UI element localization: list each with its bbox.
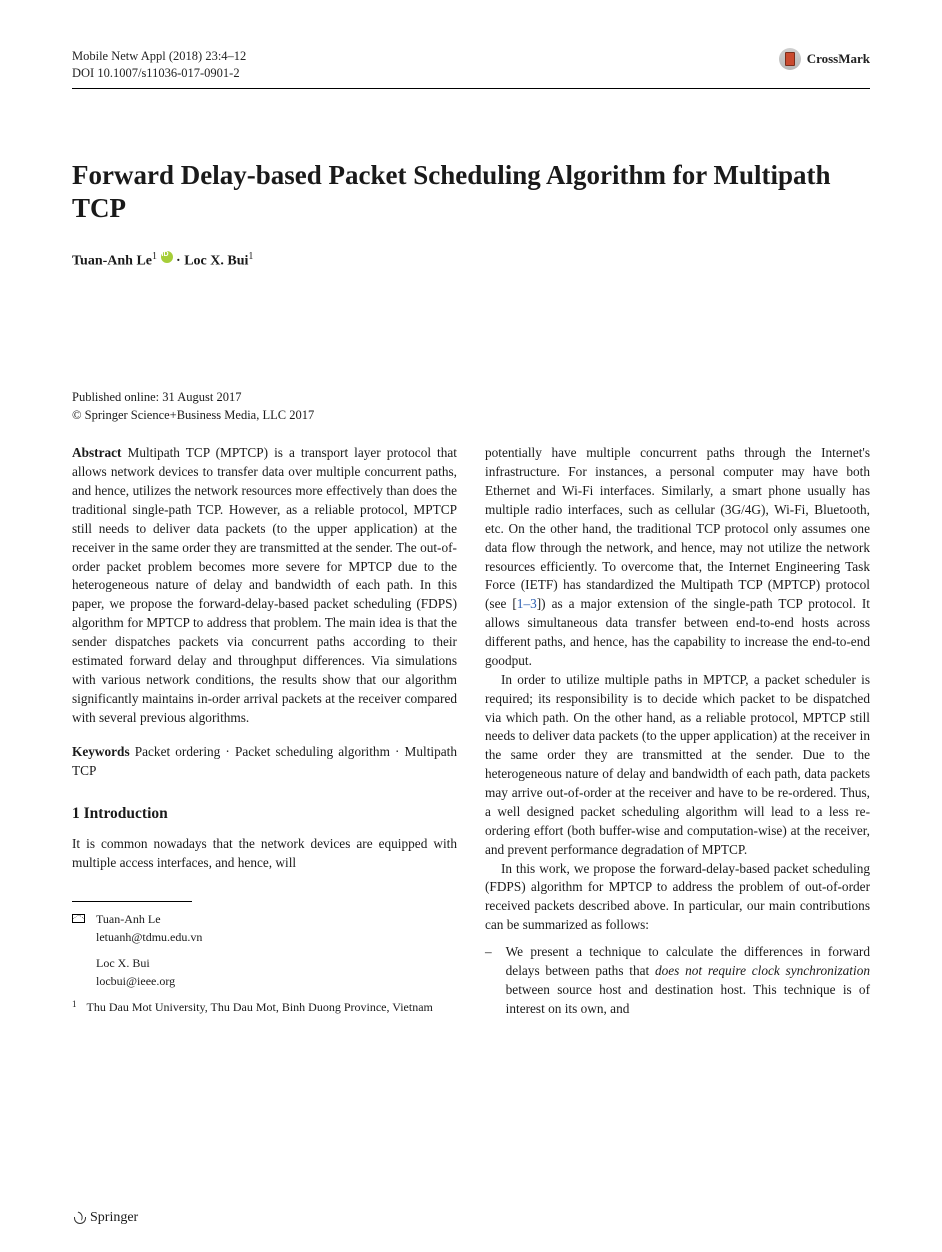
authors-line: Tuan-Anh Le1 · Loc X. Bui1: [72, 251, 870, 270]
crossmark-label: CrossMark: [807, 51, 870, 67]
contribution-bullet-1: – We present a technique to calculate th…: [485, 943, 870, 1019]
publisher-name: Springer: [90, 1210, 138, 1226]
orcid-icon[interactable]: [161, 251, 173, 263]
paper-title: Forward Delay-based Packet Scheduling Al…: [72, 159, 870, 225]
correspondence-block: Tuan-Anh Le letuanh@tdmu.edu.vn Loc X. B…: [72, 901, 457, 1016]
copyright: © Springer Science+Business Media, LLC 2…: [72, 407, 870, 425]
intro-p1-b: ]) as a major extension of the single-pa…: [485, 596, 870, 668]
author-2-name: Loc X. Bui: [184, 253, 248, 268]
keywords-text: Packet ordering · Packet scheduling algo…: [72, 744, 457, 778]
keywords-label: Keywords: [72, 744, 130, 759]
corresponding-author-2: Loc X. Bui locbui@ieee.org: [72, 954, 457, 990]
author-1-affil-sup: 1: [152, 251, 157, 262]
abstract-label: Abstract: [72, 445, 121, 460]
crossmark-icon: [779, 48, 801, 70]
citation-1-3[interactable]: 1–3: [517, 596, 537, 611]
corr-author-1-name: Tuan-Anh Le: [96, 912, 161, 926]
journal-meta: Mobile Netw Appl (2018) 23:4–12 DOI 10.1…: [72, 48, 246, 82]
publication-info: Published online: 31 August 2017 © Sprin…: [72, 389, 870, 424]
crossmark-badge[interactable]: CrossMark: [779, 48, 870, 70]
publisher-footer: Springer: [72, 1210, 138, 1226]
abstract-paragraph: Abstract Multipath TCP (MPTCP) is a tran…: [72, 444, 457, 727]
corr-author-2-details: Loc X. Bui locbui@ieee.org: [96, 954, 175, 990]
corr-author-1-email: letuanh@tdmu.edu.vn: [96, 930, 202, 944]
corr-author-2-name: Loc X. Bui: [96, 956, 150, 970]
affiliation-1: 1 Thu Dau Mot University, Thu Dau Mot, B…: [72, 998, 457, 1016]
intro-p1-a: potentially have multiple concurrent pat…: [485, 445, 870, 611]
affiliation-1-text: Thu Dau Mot University, Thu Dau Mot, Bin…: [87, 998, 433, 1016]
section-1-heading: 1 Introduction: [72, 803, 457, 825]
corr-author-2-email: locbui@ieee.org: [96, 974, 175, 988]
intro-p2: In order to utilize multiple paths in MP…: [485, 671, 870, 860]
author-1-name: Tuan-Anh Le: [72, 253, 152, 268]
section-1-para-1: It is common nowadays that the network d…: [72, 835, 457, 873]
paper-page: Mobile Netw Appl (2018) 23:4–12 DOI 10.1…: [0, 0, 942, 1252]
header-rule: [72, 88, 870, 89]
bullet-dash: –: [485, 943, 492, 1019]
doi: DOI 10.1007/s11036-017-0901-2: [72, 65, 246, 82]
keywords-block: Keywords Packet ordering · Packet schedu…: [72, 743, 457, 781]
abstract-text: Multipath TCP (MPTCP) is a transport lay…: [72, 445, 457, 724]
corr-author-1-details: Tuan-Anh Le letuanh@tdmu.edu.vn: [96, 910, 202, 946]
bullet-1-b: between source host and destination host…: [506, 982, 870, 1016]
bullet-1-text: We present a technique to calculate the …: [506, 943, 870, 1019]
bullet-1-ital: does not require clock synchronization: [655, 963, 870, 978]
running-head: Mobile Netw Appl (2018) 23:4–12 DOI 10.1…: [72, 48, 870, 82]
corresponding-author-1: Tuan-Anh Le letuanh@tdmu.edu.vn: [72, 910, 457, 946]
envelope-icon: [72, 910, 86, 946]
intro-p3: In this work, we propose the forward-del…: [485, 860, 870, 936]
author-sep: ·: [176, 253, 184, 268]
two-column-body: Abstract Multipath TCP (MPTCP) is a tran…: [72, 444, 870, 1018]
blank-icon: [72, 954, 86, 990]
column-right: potentially have multiple concurrent pat…: [485, 444, 870, 1018]
journal-ref: Mobile Netw Appl (2018) 23:4–12: [72, 48, 246, 65]
correspondence-rule: [72, 901, 192, 902]
column-left: Abstract Multipath TCP (MPTCP) is a tran…: [72, 444, 457, 1018]
affiliation-1-sup: 1: [72, 998, 77, 1016]
author-2-affil-sup: 1: [248, 251, 253, 262]
published-online: Published online: 31 August 2017: [72, 389, 870, 407]
springer-horse-icon: [72, 1211, 86, 1225]
intro-continued-p1: potentially have multiple concurrent pat…: [485, 444, 870, 671]
